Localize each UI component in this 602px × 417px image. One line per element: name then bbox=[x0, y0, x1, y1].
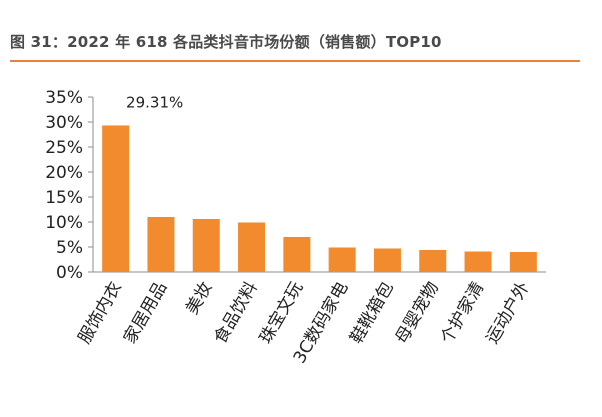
x-category-label: 家居用品 bbox=[120, 279, 171, 348]
bar bbox=[283, 237, 311, 272]
y-tick-labels: 0% 5% 10% 15% 20% 25% 30% 35% bbox=[45, 88, 83, 283]
y-tick-label: 15% bbox=[45, 188, 83, 208]
x-category-label: 鞋靴箱包 bbox=[346, 279, 397, 348]
y-tick-label: 20% bbox=[45, 163, 83, 183]
bar bbox=[147, 217, 175, 272]
x-category-label: 服饰内衣 bbox=[75, 279, 126, 348]
title-divider bbox=[10, 60, 580, 62]
x-category-label: 食品饮料 bbox=[211, 279, 262, 348]
x-category-label: 运动户外 bbox=[482, 279, 533, 348]
bar bbox=[328, 247, 356, 272]
bar bbox=[102, 125, 130, 272]
y-tick-label: 0% bbox=[56, 263, 83, 283]
bar bbox=[238, 222, 266, 272]
data-labels: 29.31% bbox=[126, 93, 183, 111]
x-category-label: 美妆 bbox=[182, 279, 216, 318]
figure-title: 图 31：2022 年 618 各品类抖音市场份额（销售额）TOP10 bbox=[10, 33, 442, 51]
x-category-label: 母婴宠物 bbox=[392, 279, 443, 348]
chart-bars bbox=[102, 125, 537, 272]
bar bbox=[373, 248, 401, 272]
bar bbox=[192, 219, 220, 272]
x-category-label: 个护家清 bbox=[437, 279, 488, 348]
y-tick-label: 10% bbox=[45, 213, 83, 233]
bar bbox=[419, 250, 447, 272]
x-category-label: 珠宝文玩 bbox=[256, 279, 307, 348]
y-tick-label: 35% bbox=[45, 88, 83, 108]
y-tick-label: 25% bbox=[45, 138, 83, 158]
bar bbox=[464, 251, 492, 272]
data-label: 29.31% bbox=[126, 93, 183, 111]
y-tick-label: 30% bbox=[45, 113, 83, 133]
bar bbox=[509, 252, 537, 272]
y-tick-label: 5% bbox=[56, 238, 83, 258]
